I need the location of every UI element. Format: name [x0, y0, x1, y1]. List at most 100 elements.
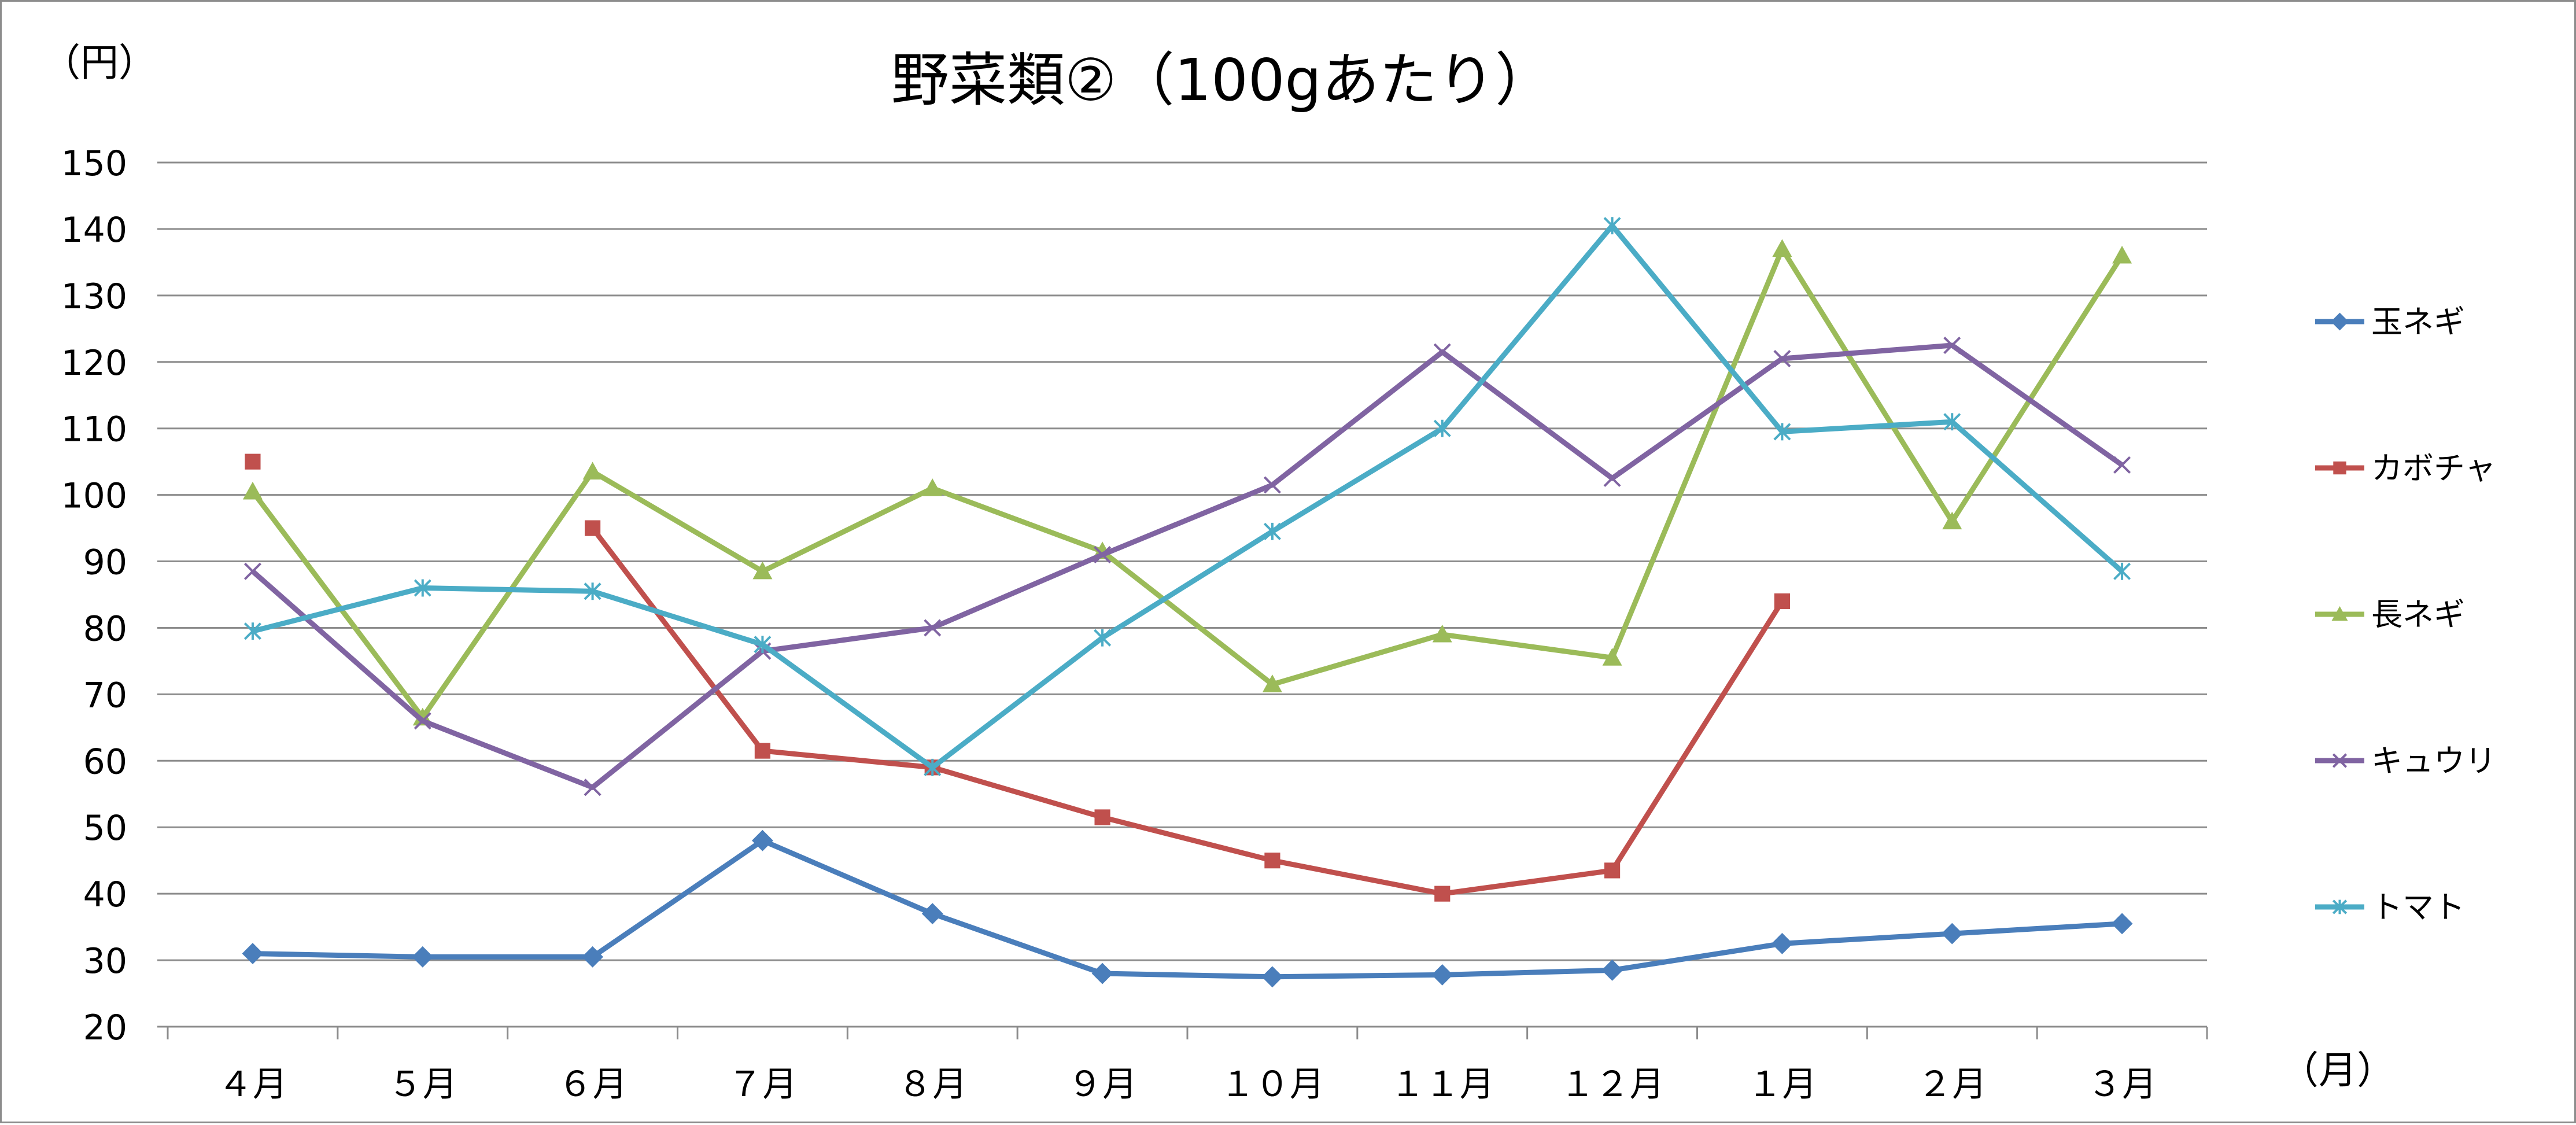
y-axis-label: （円）	[42, 40, 157, 85]
series-line	[252, 838, 2123, 980]
legend-marker	[2331, 312, 2349, 331]
legend-marker	[2333, 461, 2346, 475]
data-point	[414, 712, 431, 730]
data-point	[1604, 862, 1621, 879]
legend-item: トマト	[2315, 889, 2465, 925]
data-point	[1264, 853, 1280, 869]
data-point	[1943, 413, 1961, 431]
y-tick-label: 130	[61, 276, 127, 317]
data-point	[1094, 546, 1112, 564]
data-point	[582, 946, 603, 968]
x-tick-label: １０月	[1220, 1064, 1324, 1105]
data-point	[245, 453, 261, 470]
data-point	[1941, 923, 1963, 945]
data-point	[243, 562, 261, 580]
legend-label: キュウリ	[2371, 743, 2496, 779]
data-point	[1942, 511, 1962, 530]
data-point	[584, 779, 601, 796]
x-tick-label: ６月	[558, 1064, 628, 1105]
data-point	[1773, 350, 1791, 368]
data-point	[752, 561, 773, 580]
data-point	[922, 478, 943, 496]
series-1	[242, 829, 2133, 988]
series-line	[591, 526, 1785, 897]
legend-label: カボチャ	[2371, 450, 2496, 486]
data-point	[2112, 245, 2132, 264]
data-point	[752, 829, 773, 851]
series-line	[250, 342, 2124, 790]
legend-label: 玉ネギ	[2371, 304, 2465, 340]
legend-label: トマト	[2371, 889, 2465, 925]
data-point	[1602, 648, 1622, 666]
data-point	[412, 946, 434, 968]
x-axis-label: （月）	[2280, 1048, 2395, 1093]
x-tick-label: ９月	[1068, 1064, 1137, 1105]
series-5	[243, 217, 2131, 776]
y-tick-label: 120	[61, 343, 127, 383]
y-tick-label: 100	[61, 476, 127, 517]
x-tick-label: ３月	[2087, 1064, 2157, 1105]
data-point	[1434, 886, 1451, 902]
y-tick-label: 90	[83, 543, 127, 583]
data-point	[754, 636, 772, 654]
data-point	[924, 619, 942, 637]
data-point	[1094, 809, 1110, 825]
y-tick-label: 110	[61, 410, 127, 450]
data-point	[1431, 964, 1453, 986]
data-point	[1433, 343, 1451, 361]
data-point	[414, 579, 431, 597]
x-tick-label: １２月	[1560, 1064, 1665, 1105]
data-point	[1601, 959, 1623, 981]
legend-item: 玉ネギ	[2315, 304, 2465, 340]
data-point	[2113, 456, 2131, 474]
legend-item: カボチャ	[2315, 450, 2496, 486]
data-point	[1603, 217, 1621, 235]
legend-marker	[2332, 899, 2348, 914]
y-tick-label: 70	[83, 675, 127, 715]
y-tick-label: 50	[83, 808, 127, 849]
axes: 20 30 40 50 60 70 80 90 100 110 120 130 140 150 ４月 ５月 ６月…	[61, 143, 2208, 1105]
data-point	[1603, 469, 1621, 487]
data-point	[1261, 966, 1283, 988]
x-tick-label: ５月	[388, 1064, 457, 1105]
data-point	[1772, 932, 1793, 954]
data-point	[1091, 962, 1113, 984]
legend-marker	[2331, 606, 2348, 621]
series-line	[250, 246, 2124, 721]
x-tick-label: ４月	[218, 1064, 287, 1105]
data-point	[924, 758, 942, 776]
data-point	[1263, 522, 1281, 540]
data-point	[921, 903, 943, 925]
data-point	[1263, 476, 1281, 494]
data-point	[2111, 913, 2133, 935]
y-tick-label: 20	[83, 1008, 127, 1048]
legend-marker	[2332, 753, 2348, 768]
legend-item: 長ネギ	[2315, 596, 2465, 633]
series-3	[242, 239, 2132, 726]
data-point	[584, 582, 601, 600]
legend-label: 長ネギ	[2371, 596, 2465, 633]
data-point	[242, 943, 264, 964]
x-tick-label: １月	[1747, 1064, 1817, 1105]
data-point	[1432, 624, 1452, 643]
series-line	[252, 223, 2124, 770]
data-point	[1094, 629, 1112, 647]
chart-title: 野菜類②（100gあたり）	[891, 46, 1553, 114]
data-point	[584, 520, 601, 536]
y-tick-label: 80	[83, 608, 127, 649]
series-4	[243, 337, 2131, 796]
data-point	[1773, 423, 1791, 441]
y-tick-label: 60	[83, 742, 127, 782]
data-point	[243, 622, 261, 640]
data-point	[582, 462, 603, 479]
y-tick-label: 140	[61, 210, 127, 250]
x-tick-label: ８月	[898, 1064, 967, 1105]
data-point	[2113, 562, 2131, 580]
x-tick-label: １１月	[1390, 1064, 1494, 1105]
legend-item: キュウリ	[2315, 743, 2496, 779]
x-tick-label: ２月	[1917, 1064, 1987, 1105]
data-point	[1772, 239, 1792, 257]
